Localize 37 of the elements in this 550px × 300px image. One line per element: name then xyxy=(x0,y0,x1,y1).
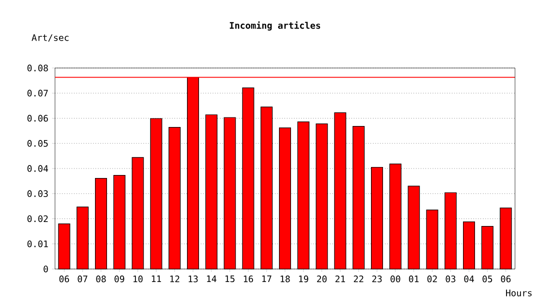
y-tick-label: 0.08 xyxy=(27,64,48,72)
x-tick-label: 08 xyxy=(96,276,106,282)
x-axis-title: Hours xyxy=(506,290,532,296)
y-tick-label: 0 xyxy=(44,266,48,272)
x-tick-label: 11 xyxy=(152,276,161,282)
x-tick-label: 03 xyxy=(446,276,456,282)
y-tick-label: 0.03 xyxy=(27,190,48,198)
x-tick-label: 12 xyxy=(170,276,180,282)
x-tick-label: 21 xyxy=(335,276,345,282)
y-tick-label: 0.07 xyxy=(27,90,48,97)
x-tick-label: 02 xyxy=(427,276,437,282)
x-tick-label: 14 xyxy=(207,276,216,282)
chart-title: Incoming articles xyxy=(230,21,320,31)
y-axis-title: Art/sec xyxy=(32,34,69,42)
x-tick-label: 18 xyxy=(280,276,290,282)
y-tick-label: 0.06 xyxy=(27,114,48,122)
x-tick-label: 00 xyxy=(390,276,400,282)
x-tick-label: 13 xyxy=(188,276,198,282)
x-tick-label: 01 xyxy=(408,276,419,282)
x-tick-label: 10 xyxy=(133,276,143,282)
y-tick-label: 0.02 xyxy=(27,215,48,222)
x-tick-label: 16 xyxy=(244,276,254,282)
x-tick-label: 17 xyxy=(262,276,272,282)
x-tick-label: 05 xyxy=(482,276,492,282)
x-tick-label: 15 xyxy=(225,276,234,282)
x-tick-label: 07 xyxy=(78,276,88,282)
x-tick-label: 04 xyxy=(464,276,474,282)
x-tick-label: 06 xyxy=(59,276,70,282)
y-tick-label: 0.01 xyxy=(27,240,48,248)
x-tick-label: 06 xyxy=(500,276,511,282)
y-tick-label: 0.05 xyxy=(27,140,48,147)
x-tick-label: 19 xyxy=(299,276,308,282)
y-tick-label: 0.04 xyxy=(27,165,48,172)
x-tick-label: 22 xyxy=(354,276,364,282)
x-tick-label: 09 xyxy=(114,276,124,282)
x-tick-label: 20 xyxy=(317,276,327,282)
x-tick-label: 23 xyxy=(372,276,382,282)
